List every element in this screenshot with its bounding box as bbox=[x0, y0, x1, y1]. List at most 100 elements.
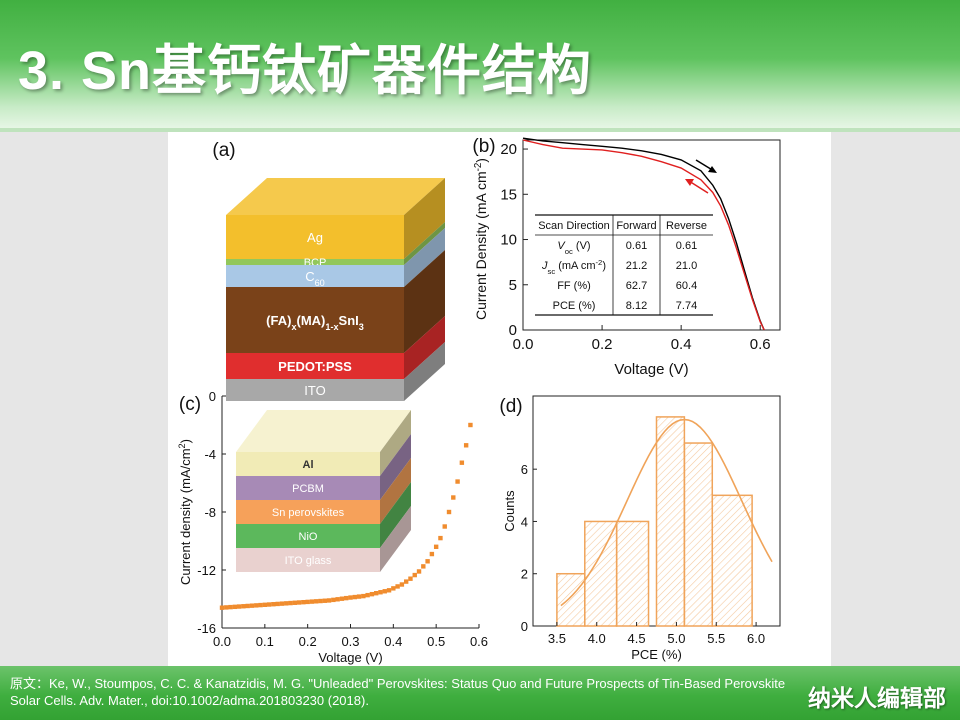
y-tick-label-b: 20 bbox=[500, 141, 517, 158]
table-header-cell: Scan Direction bbox=[538, 220, 610, 232]
slide-title: 3. Sn基钙钛矿器件结构 bbox=[18, 41, 593, 101]
stack-layer-front bbox=[236, 476, 380, 500]
x-tick-label-c: 0.1 bbox=[256, 634, 274, 649]
jv-point-c bbox=[438, 535, 443, 541]
jv-point-c bbox=[322, 598, 327, 603]
layer-label: (FA)x(MA)1-xSnI3 bbox=[266, 313, 364, 332]
figure-panel: (a) Ag BCP C60 (FA)x(MA)1-xSnI3 PEDOT:PSS ITO(… bbox=[168, 132, 831, 666]
layer-side bbox=[404, 222, 445, 265]
jv-point-c bbox=[425, 559, 430, 564]
x-tick-label-c: 0.2 bbox=[299, 634, 317, 649]
jv-point-c bbox=[258, 602, 263, 608]
jv-point-c bbox=[429, 551, 435, 557]
y-tick-label-b: 10 bbox=[500, 232, 517, 249]
panel-d-label: (d) bbox=[499, 396, 522, 417]
jv-point-c bbox=[232, 604, 238, 610]
stack-layer-front bbox=[236, 452, 380, 476]
y-tick-label-d: 0 bbox=[521, 619, 528, 634]
jv-point-c bbox=[369, 591, 375, 597]
y-tick-label-d: 6 bbox=[521, 462, 528, 477]
jv-point-c bbox=[395, 584, 400, 589]
jv-point-c bbox=[382, 589, 387, 594]
jv-point-c bbox=[442, 524, 447, 529]
jv-point-c bbox=[365, 592, 370, 598]
layer-label: Ag bbox=[307, 230, 323, 245]
jv-point-c bbox=[224, 605, 229, 610]
jv-point-c bbox=[271, 602, 276, 607]
stack-layer-label: Al bbox=[303, 459, 314, 471]
stack-layer-side bbox=[380, 410, 411, 476]
jv-point-c bbox=[284, 601, 289, 606]
layer-side bbox=[404, 316, 445, 379]
jv-point-c bbox=[403, 579, 409, 584]
jv-point-c bbox=[249, 603, 255, 608]
jv-point-c bbox=[468, 422, 473, 428]
header-divider bbox=[0, 128, 960, 132]
layer-label: PEDOT:PSS bbox=[278, 359, 352, 374]
stack-layer-side bbox=[380, 458, 411, 524]
jv-point-c bbox=[275, 601, 280, 607]
table-cell-reverse: 21.0 bbox=[676, 260, 697, 272]
stack-layer-label: Sn perovskites bbox=[272, 507, 345, 519]
histogram-bar bbox=[655, 416, 686, 627]
layer-label: ITO bbox=[304, 383, 325, 398]
jv-point-c bbox=[356, 594, 362, 599]
jv-point-c bbox=[412, 572, 417, 578]
table-row-label: PCE (%) bbox=[553, 300, 596, 312]
y-tick-label-c: -16 bbox=[197, 621, 216, 636]
table-header-cell: Forward bbox=[616, 220, 656, 232]
stack-layer-front bbox=[236, 524, 380, 548]
x-tick-label-c: 0.6 bbox=[470, 634, 488, 649]
y-axis-label-c: Current density (mA/cm2) bbox=[177, 439, 193, 585]
histogram-bar bbox=[556, 572, 586, 627]
jv-point-c bbox=[348, 595, 353, 600]
layer-top-face bbox=[226, 178, 445, 215]
x-tick-label-b: 0.0 bbox=[513, 336, 534, 353]
jv-point-c bbox=[459, 460, 465, 465]
jv-point-c bbox=[266, 602, 272, 607]
histogram-bar bbox=[711, 494, 753, 627]
jv-point-c bbox=[288, 600, 293, 606]
jv-point-c bbox=[228, 604, 233, 610]
table-header-cell: Reverse bbox=[666, 220, 707, 232]
jv-point-c bbox=[318, 598, 323, 604]
jv-point-c bbox=[374, 591, 379, 596]
layer-side bbox=[404, 228, 445, 287]
panel-c-label: (c) bbox=[179, 394, 201, 415]
jv-point-c bbox=[339, 596, 345, 601]
y-axis-label-d: Counts bbox=[502, 490, 517, 532]
jv-point-c bbox=[314, 599, 319, 604]
jv-point-c bbox=[301, 599, 306, 605]
jv-point-c bbox=[279, 601, 285, 606]
stack-layer-front bbox=[236, 500, 380, 524]
jv-point-c bbox=[296, 600, 302, 605]
layer-side bbox=[404, 178, 445, 259]
x-tick-label-c: 0.5 bbox=[427, 634, 445, 649]
table-row-label: Voc (V) bbox=[557, 240, 590, 256]
jv-point-c bbox=[391, 586, 396, 591]
device-stack-c: Al PCBM Sn perovskites NiO ITO glass bbox=[236, 410, 411, 572]
jv-point-c bbox=[344, 595, 349, 601]
histogram-bar bbox=[615, 520, 650, 627]
jv-point-c bbox=[361, 593, 366, 599]
table-cell-forward: 8.12 bbox=[626, 300, 647, 312]
plot-frame-b bbox=[522, 139, 781, 331]
y-tick-label-d: 2 bbox=[521, 567, 528, 582]
jv-point-c bbox=[386, 588, 392, 593]
x-tick-label-d: 6.0 bbox=[747, 631, 765, 646]
reverse-arrow bbox=[688, 180, 709, 194]
jv-point-c bbox=[451, 495, 456, 500]
layer-side bbox=[404, 342, 445, 401]
x-tick-label-c: 0.3 bbox=[341, 634, 359, 649]
table-row-label: FF (%) bbox=[557, 280, 591, 292]
citation-text: 原文：Ke, W., Stoumpos, C. C. & Kanatzidis,… bbox=[10, 676, 786, 708]
jv-point-c bbox=[421, 564, 426, 569]
jv-point-c bbox=[292, 600, 298, 605]
x-tick-label-b: 0.6 bbox=[750, 336, 771, 353]
table-cell-forward: 62.7 bbox=[626, 280, 647, 292]
y-tick-label-b: 15 bbox=[500, 186, 517, 203]
x-tick-label-d: 4.5 bbox=[628, 631, 646, 646]
x-tick-label-b: 0.4 bbox=[671, 336, 692, 353]
jv-point-c bbox=[236, 604, 242, 609]
